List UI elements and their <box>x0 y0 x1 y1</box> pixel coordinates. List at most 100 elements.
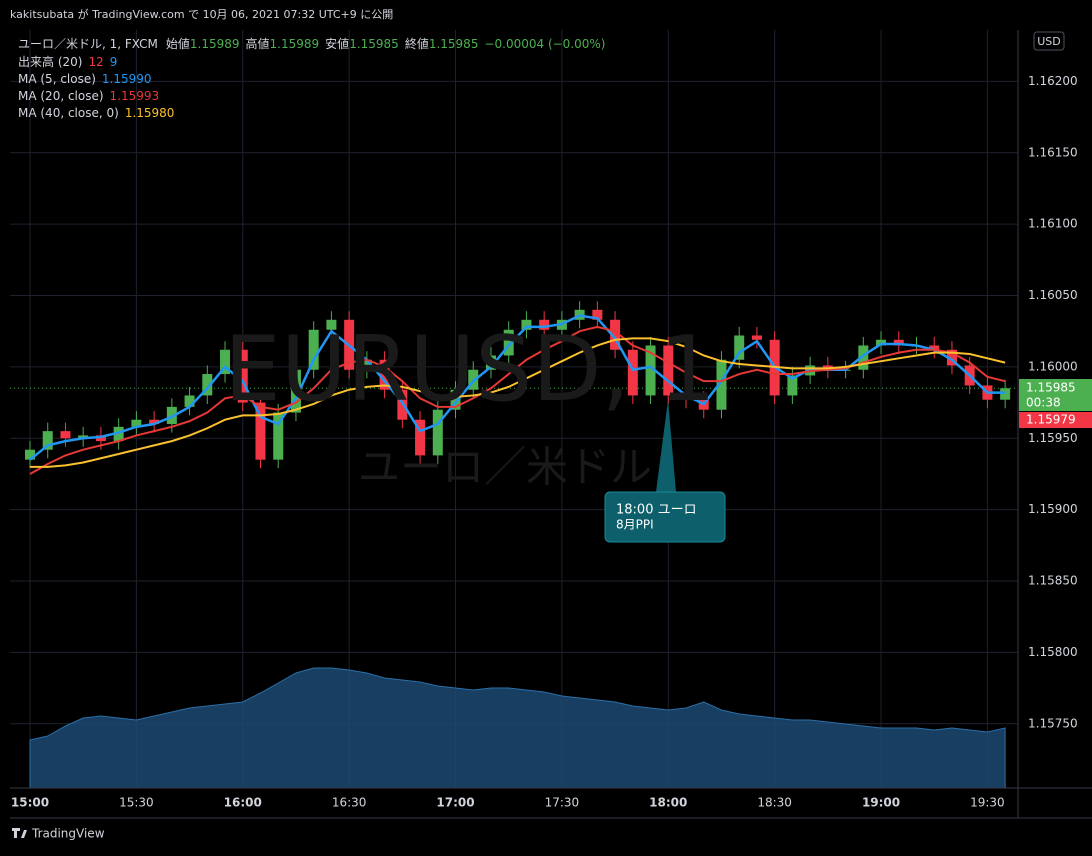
y-tick-label: 1.16050 <box>1028 288 1078 302</box>
y-tick-label: 1.15750 <box>1028 716 1078 730</box>
candle-body <box>95 435 106 442</box>
x-tick-label: 18:00 <box>649 796 687 810</box>
legend-text: MA (5, close) 1.15990 <box>18 72 152 86</box>
candle-body <box>290 369 301 413</box>
plot <box>10 30 1018 789</box>
candle-body <box>485 355 496 370</box>
ma-line <box>29 314 1006 461</box>
x-tick-label: 16:30 <box>332 796 367 810</box>
candle-body <box>25 449 35 460</box>
legend-text: MA (20, close) 1.15993 <box>18 89 159 103</box>
candle-body <box>1000 388 1011 400</box>
y-tick-label: 1.16100 <box>1028 217 1078 231</box>
candle-body <box>645 345 656 396</box>
candle-body <box>876 339 887 346</box>
candle-body <box>716 359 727 410</box>
candle-body <box>42 431 53 450</box>
ohlc-label: 終値 <box>405 36 429 51</box>
candle-body <box>663 345 674 396</box>
last-price-tag <box>1019 379 1092 411</box>
indicator-value: 1.15980 <box>125 106 175 120</box>
indicator-value: 9 <box>110 55 118 69</box>
indicator-label: MA (5, close) <box>18 72 96 86</box>
candle-body <box>60 431 71 439</box>
y-tick-label: 1.16000 <box>1028 359 1078 373</box>
candle-body <box>681 395 692 400</box>
x-tick-label: 16:00 <box>224 796 262 810</box>
annotation-line: 18:00 ユーロ <box>616 503 697 518</box>
logo <box>12 828 27 838</box>
ma-line <box>30 337 1006 468</box>
candle-body <box>503 329 514 356</box>
annotation-box[interactable] <box>604 491 726 543</box>
candle-body <box>627 349 638 396</box>
candle-body <box>78 435 89 439</box>
x-tick-label: 19:00 <box>862 796 900 810</box>
candle-body <box>787 375 798 396</box>
x-tick-label: 19:30 <box>970 796 1005 810</box>
y-tick-label: 1.15850 <box>1028 574 1078 588</box>
volume-area <box>29 667 1006 789</box>
ohlc-value: 1.15985 <box>429 37 479 51</box>
candle-body <box>379 359 390 390</box>
x-tick-label: 15:00 <box>11 796 49 810</box>
candle-body <box>432 409 443 456</box>
candle-body <box>450 389 461 410</box>
indicator-value: 12 <box>88 55 103 69</box>
watermark-sub: ユーロ／米ドル <box>358 443 652 492</box>
candle-body <box>273 412 284 460</box>
y-tick-label: 1.16150 <box>1028 145 1078 159</box>
ma-price-tag <box>1019 412 1092 428</box>
ohlc-label: 高値 <box>246 36 270 51</box>
candle-body <box>893 339 904 346</box>
candle-body <box>592 309 603 320</box>
candle-body <box>220 349 231 375</box>
candle-body <box>539 319 550 330</box>
candle-body <box>184 395 195 407</box>
ma-price: 1.15979 <box>1026 413 1076 427</box>
candle-body <box>113 426 124 442</box>
footer: TradingView <box>31 827 105 841</box>
y-tick-label: 1.15950 <box>1028 431 1078 445</box>
y-tick-label: 1.15800 <box>1028 645 1078 659</box>
candle-body <box>751 335 762 340</box>
candle-body <box>308 329 319 370</box>
currency: USD <box>1037 35 1061 48</box>
candle-body <box>202 374 213 396</box>
candle-body <box>149 419 160 424</box>
candle-body <box>131 419 142 427</box>
candle-body <box>929 345 940 350</box>
candle-body <box>255 402 266 460</box>
ma-line <box>29 325 1006 475</box>
legend-text: 出来高 (20) 12 9 <box>18 54 117 69</box>
candle-body <box>415 419 426 456</box>
indicator-value: 1.15990 <box>102 72 152 86</box>
candle-body <box>946 349 957 366</box>
x-tick-label: 17:00 <box>436 796 474 810</box>
ohlc-label: 安値 <box>325 36 349 51</box>
watermark: EURUSD, 1 <box>224 317 716 422</box>
currency-badge[interactable] <box>1033 31 1065 51</box>
annotation-pointer <box>656 400 676 492</box>
candle-body <box>521 319 532 330</box>
y-tick-label: 1.16200 <box>1028 74 1078 88</box>
candle-body <box>734 335 745 360</box>
last-price: 1.15985 <box>1026 381 1076 395</box>
ohlc-label: 始値 <box>166 36 190 51</box>
candle-body <box>361 359 372 370</box>
ohlc-value: 1.15989 <box>190 37 240 51</box>
change: −0.00004 (−0.00%) <box>484 37 605 51</box>
indicator-label: MA (20, close) <box>18 89 104 103</box>
indicator-label: 出来高 (20) <box>18 54 82 69</box>
x-tick-label: 15:30 <box>119 796 154 810</box>
y-tick-label: 1.15900 <box>1028 502 1078 516</box>
candle-body <box>610 319 621 350</box>
ohlc-value: 1.15989 <box>270 37 320 51</box>
ohlc-value: 1.15985 <box>349 37 399 51</box>
x-tick-label: 17:30 <box>545 796 580 810</box>
candle-body <box>326 319 337 330</box>
annotation-line: 8月PPI <box>616 518 654 532</box>
indicator-label: MA (40, close, 0) <box>18 106 119 120</box>
candle-body <box>237 349 248 403</box>
